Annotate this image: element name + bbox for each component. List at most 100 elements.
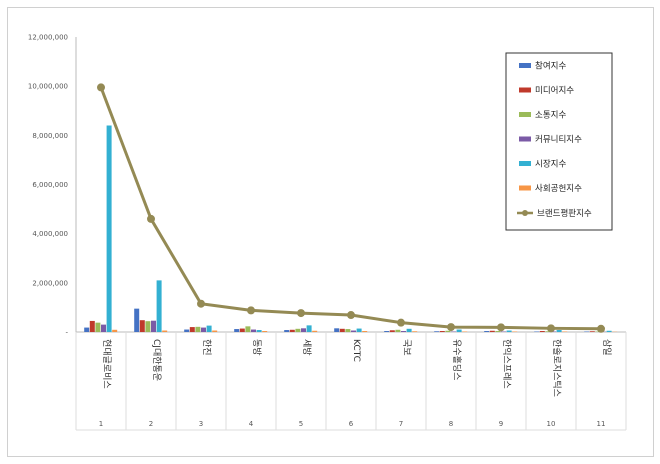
category-label: KCTC <box>351 339 361 362</box>
brand-index-point <box>297 309 305 318</box>
bar <box>95 322 101 332</box>
category-label: 세방 <box>301 339 312 356</box>
brand-index-point <box>397 318 405 327</box>
bar <box>84 327 90 332</box>
bar <box>162 330 168 332</box>
category-label: 한익스프레스 <box>501 339 513 389</box>
rank-label: 7 <box>399 420 403 428</box>
legend-label: 소통지수 <box>535 111 566 121</box>
bar <box>262 331 268 332</box>
brand-index-point <box>597 324 605 333</box>
category-label: 한솔로지스틱스 <box>551 339 563 397</box>
legend-swatch <box>519 136 531 142</box>
rank-label: 8 <box>449 420 453 428</box>
y-tick-label: 10,000,000 <box>28 83 68 91</box>
legend-label: 브랜드평판지수 <box>537 208 592 219</box>
bar <box>545 331 551 332</box>
bar <box>434 331 440 332</box>
y-tick-label: 8,000,000 <box>32 132 68 140</box>
y-tick-label: 2,000,000 <box>32 279 68 287</box>
bar <box>251 329 256 332</box>
bar <box>195 326 201 332</box>
rank-label: 2 <box>149 420 153 428</box>
bar <box>351 330 356 332</box>
rank-label: 10 <box>547 420 556 428</box>
brand-index-point <box>547 324 555 333</box>
bar <box>256 330 262 332</box>
brand-index-point <box>97 83 105 92</box>
category-label: 국보 <box>401 339 412 356</box>
brand-index-point <box>497 323 505 332</box>
bar <box>406 328 412 332</box>
bar <box>389 330 395 332</box>
legend-label: 미디어지수 <box>535 85 574 96</box>
bar <box>139 320 145 332</box>
category-label: 동방 <box>251 339 262 356</box>
legend-swatch <box>519 161 531 166</box>
bar <box>212 330 218 332</box>
rank-label: 1 <box>99 420 103 428</box>
bar <box>395 329 401 332</box>
rank-label: 4 <box>249 420 254 428</box>
bar <box>412 331 418 332</box>
legend-swatch <box>519 112 531 117</box>
legend-swatch <box>519 63 531 68</box>
legend-swatch <box>519 87 531 93</box>
bar <box>339 328 345 332</box>
y-tick-label: - <box>65 329 68 337</box>
brand-reputation-chart: 12,000,00010,000,0008,000,0006,000,0004,… <box>28 34 627 431</box>
bar <box>606 330 612 332</box>
legend-line-marker <box>522 210 528 216</box>
bar <box>206 325 212 332</box>
bar <box>156 280 162 332</box>
bar <box>506 330 512 332</box>
brand-index-point <box>247 306 255 315</box>
legend-label: 커뮤니티지수 <box>535 134 582 145</box>
bar <box>112 329 118 332</box>
chart-frame: 12,000,000 10,000,000 8,000,000 6,000,000 4,… <box>7 7 654 457</box>
bar <box>184 329 190 332</box>
legend-label: 시장지수 <box>535 159 566 170</box>
bar <box>489 330 495 332</box>
bar <box>401 331 406 332</box>
legend-label: 참여지수 <box>535 61 566 72</box>
bar <box>245 326 251 332</box>
bar <box>445 330 451 332</box>
category-label: 삼일 <box>601 339 612 356</box>
category-label: 현대글로비스 <box>101 339 112 389</box>
bar <box>484 331 490 332</box>
brand-index-point <box>147 214 155 223</box>
bar <box>151 320 156 332</box>
category-label: 한진 <box>201 339 212 356</box>
bar <box>101 324 106 332</box>
bar <box>312 330 318 332</box>
brand-index-point <box>347 311 355 320</box>
bar <box>345 329 351 332</box>
bar <box>456 329 462 332</box>
bar <box>306 325 312 332</box>
brand-index-point <box>447 323 455 332</box>
y-tick-label: 12,000,000 <box>28 34 68 42</box>
bar <box>334 328 340 332</box>
bar <box>556 330 562 332</box>
bar <box>189 327 195 332</box>
legend-label: 사회공헌지수 <box>535 184 582 194</box>
bar <box>439 331 445 332</box>
bar <box>284 330 290 332</box>
bar <box>301 328 306 332</box>
bar <box>356 328 362 332</box>
rank-label: 5 <box>299 420 303 428</box>
bar <box>145 321 151 332</box>
legend-swatch <box>519 185 531 191</box>
rank-label: 9 <box>499 420 503 428</box>
bar <box>201 327 206 332</box>
bar <box>106 125 112 332</box>
category-label: 유수홀딩스 <box>451 339 463 380</box>
bar <box>234 329 240 332</box>
rank-label: 11 <box>597 420 606 428</box>
bar <box>89 320 95 332</box>
bar <box>295 328 301 332</box>
bar <box>384 331 390 332</box>
bar <box>239 328 245 332</box>
bar <box>289 329 295 332</box>
